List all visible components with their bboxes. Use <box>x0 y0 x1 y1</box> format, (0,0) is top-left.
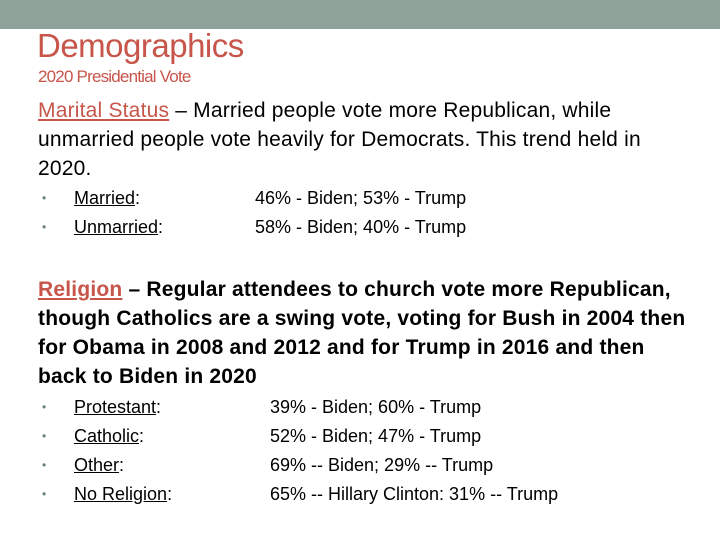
marital-status-text: – Married people vote more Republican, w… <box>38 99 641 180</box>
list-item: • Catholic: 52% - Biden; 47% - Trump <box>38 422 688 451</box>
item-value-catholic: 52% - Biden; 47% - Trump <box>270 426 482 446</box>
bullet-icon: • <box>42 220 47 234</box>
item-label-catholic[interactable]: Catholic <box>74 426 140 446</box>
item-label-no-religion[interactable]: No Religion <box>74 484 168 504</box>
item-value-protestant: 39% - Biden; 60% - Trump <box>270 397 482 417</box>
bullet-icon: • <box>42 191 47 205</box>
religion-topic[interactable]: Religion <box>38 278 123 301</box>
item-value-other: 69% -- Biden; 29% -- Trump <box>270 455 494 475</box>
marital-status-topic[interactable]: Marital Status <box>38 99 170 122</box>
item-label-married[interactable]: Married <box>74 188 136 208</box>
item-value-no-religion: 65% -- Hillary Clinton: 31% -- Trump <box>270 484 559 504</box>
bullet-icon: • <box>42 400 47 414</box>
list-item: • Married: 46% - Biden; 53% - Trump <box>38 184 688 213</box>
item-label-other[interactable]: Other <box>74 455 120 475</box>
marital-status-list: • Married: 46% - Biden; 53% - Trump • Un… <box>38 184 688 242</box>
slide-title: Demographics <box>37 27 244 64</box>
top-accent-bar <box>0 0 720 29</box>
list-item: • Other: 69% -- Biden; 29% -- Trump <box>38 451 688 480</box>
bullet-icon: • <box>42 458 47 472</box>
item-label-unmarried[interactable]: Unmarried <box>74 217 159 237</box>
slide-subtitle: 2020 Presidential Vote <box>38 67 191 86</box>
religion-section: Religion – Regular attendees to church v… <box>38 275 688 509</box>
religion-list: • Protestant: 39% - Biden; 60% - Trump •… <box>38 393 688 509</box>
item-value-married: 46% - Biden; 53% - Trump <box>255 188 467 208</box>
list-item: • Unmarried: 58% - Biden; 40% - Trump <box>38 213 688 242</box>
item-value-unmarried: 58% - Biden; 40% - Trump <box>255 217 467 237</box>
marital-status-section: Marital Status – Married people vote mor… <box>38 96 688 242</box>
bullet-icon: • <box>42 487 47 501</box>
religion-text: – Regular attendees to church vote more … <box>38 278 686 388</box>
list-item: • Protestant: 39% - Biden; 60% - Trump <box>38 393 688 422</box>
marital-status-heading: Marital Status – Married people vote mor… <box>38 96 688 183</box>
religion-heading: Religion – Regular attendees to church v… <box>38 275 688 391</box>
bullet-icon: • <box>42 429 47 443</box>
list-item: • No Religion: 65% -- Hillary Clinton: 3… <box>38 480 688 509</box>
item-label-protestant[interactable]: Protestant <box>74 397 157 417</box>
